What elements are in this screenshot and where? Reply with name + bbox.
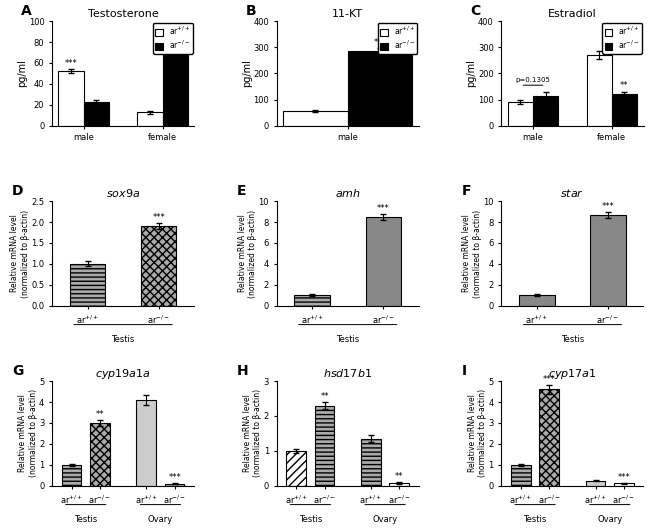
Bar [389, 483, 409, 486]
Text: ***: *** [374, 38, 387, 47]
Title: $hsd17b1$: $hsd17b1$ [323, 367, 372, 379]
Text: I: I [462, 364, 467, 378]
Text: ***: *** [543, 375, 556, 384]
Text: **: ** [320, 392, 329, 401]
Bar [315, 406, 334, 486]
Bar [586, 55, 612, 126]
Y-axis label: Relative mRNA level
(normalized to β-actin): Relative mRNA level (normalized to β-act… [10, 210, 30, 297]
Text: Testis: Testis [299, 515, 322, 524]
Bar [287, 451, 306, 486]
Bar [84, 102, 109, 126]
Bar [508, 102, 533, 126]
Title: $sox9a$: $sox9a$ [106, 187, 140, 199]
Title: 11-KT: 11-KT [332, 9, 363, 19]
Text: ***: *** [602, 202, 614, 211]
Text: F: F [462, 184, 471, 198]
Text: ***: *** [65, 59, 77, 68]
Title: $cyp19a1a$: $cyp19a1a$ [95, 367, 151, 381]
Title: $star$: $star$ [560, 187, 584, 199]
Title: Testosterone: Testosterone [88, 9, 159, 19]
Y-axis label: Relative mRNA level
(normalized to β-actin): Relative mRNA level (normalized to β-act… [243, 389, 262, 477]
Legend: ar$^{+/+}$, ar$^{-/-}$: ar$^{+/+}$, ar$^{-/-}$ [603, 23, 642, 53]
Bar [62, 465, 81, 486]
Text: C: C [470, 4, 480, 18]
Y-axis label: pg/ml: pg/ml [242, 60, 252, 87]
Text: Ovary: Ovary [148, 515, 173, 524]
Y-axis label: Relative mRNA level
(normalized to β-actin): Relative mRNA level (normalized to β-act… [462, 210, 482, 297]
Bar [348, 51, 412, 126]
Text: ***: *** [377, 204, 389, 213]
Text: D: D [12, 184, 23, 198]
Bar [614, 483, 634, 486]
Y-axis label: pg/ml: pg/ml [467, 60, 476, 87]
Bar [58, 71, 84, 126]
Bar [533, 96, 558, 126]
Legend: ar$^{+/+}$, ar$^{-/-}$: ar$^{+/+}$, ar$^{-/-}$ [153, 23, 192, 53]
Title: $cyp17a1$: $cyp17a1$ [548, 367, 597, 381]
Text: Testis: Testis [111, 335, 135, 344]
Bar [361, 439, 381, 486]
Title: Estradiol: Estradiol [548, 9, 597, 19]
Text: G: G [12, 364, 23, 378]
Text: Testis: Testis [74, 515, 98, 524]
Bar [519, 295, 554, 306]
Text: **: ** [96, 410, 104, 419]
Text: ***: *** [152, 213, 165, 222]
Bar [90, 423, 110, 486]
Bar [540, 390, 559, 486]
Bar [141, 226, 176, 306]
Y-axis label: Relative mRNA level
(normalized to β-actin): Relative mRNA level (normalized to β-act… [18, 389, 38, 477]
Y-axis label: Relative mRNA level
(normalized to β-actin): Relative mRNA level (normalized to β-act… [238, 210, 257, 297]
Bar [136, 400, 156, 486]
Text: A: A [21, 4, 31, 18]
Text: Ovary: Ovary [372, 515, 398, 524]
Bar [294, 295, 330, 306]
Title: $amh$: $amh$ [335, 187, 361, 199]
Bar [590, 215, 626, 306]
Bar [365, 217, 401, 306]
Text: Testis: Testis [336, 335, 359, 344]
Bar [511, 465, 530, 486]
Y-axis label: Relative mRNA level
(normalized to β-actin): Relative mRNA level (normalized to β-act… [467, 389, 487, 477]
Bar [162, 50, 188, 126]
Bar [283, 111, 348, 126]
Text: ***: *** [618, 473, 630, 482]
Bar [70, 264, 105, 306]
Text: **: ** [620, 81, 629, 90]
Bar [165, 484, 185, 486]
Legend: ar$^{+/+}$, ar$^{-/-}$: ar$^{+/+}$, ar$^{-/-}$ [378, 23, 417, 53]
Text: Testis: Testis [523, 515, 547, 524]
Bar [612, 95, 637, 126]
Text: E: E [237, 184, 246, 198]
Text: B: B [246, 4, 256, 18]
Text: Testis: Testis [561, 335, 584, 344]
Text: Ovary: Ovary [597, 515, 623, 524]
Bar [586, 480, 605, 486]
Text: ***: *** [168, 473, 181, 482]
Text: H: H [237, 364, 248, 378]
Bar [137, 112, 162, 126]
Text: **: ** [395, 472, 404, 481]
Text: p=0.1305: p=0.1305 [515, 77, 551, 83]
Text: ***: *** [169, 37, 181, 46]
Y-axis label: pg/ml: pg/ml [17, 60, 27, 87]
